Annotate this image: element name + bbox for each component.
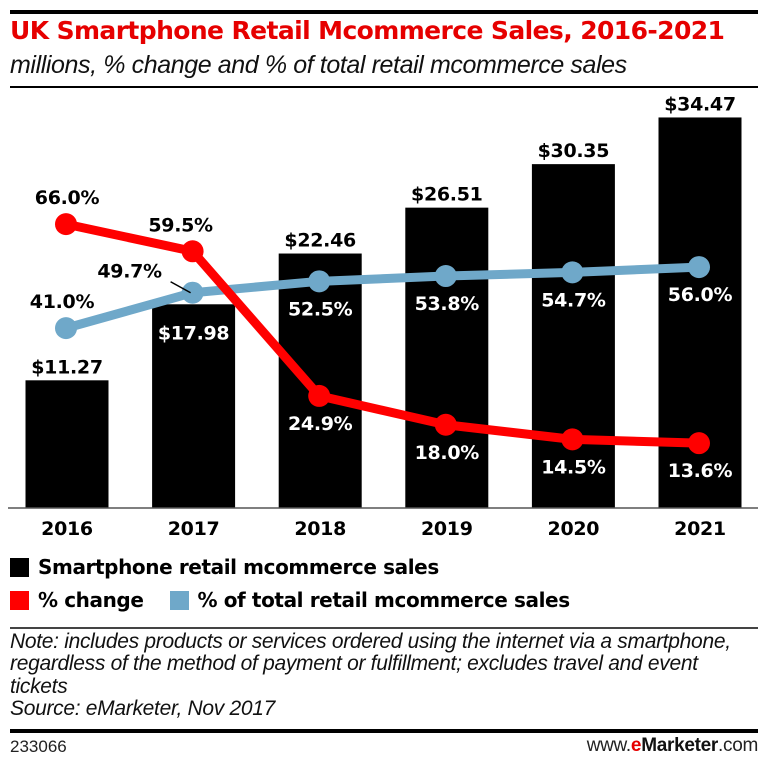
x-tick-2020: 2020 (548, 518, 600, 540)
pct-change-point-2019 (434, 413, 457, 436)
x-tick-2018: 2018 (294, 518, 346, 540)
bar-label-2021: $34.47 (664, 93, 736, 115)
header-rule (10, 86, 758, 88)
note-text: Note: includes products or services orde… (10, 630, 731, 698)
legend-row-2: % change % of total retail mcommerce sal… (10, 588, 570, 612)
bars-layer (25, 117, 742, 509)
bar-label-2017: $17.98 (158, 322, 230, 344)
pct-total-label-2017: 49.7% (97, 261, 162, 283)
bar-2019 (405, 207, 489, 508)
pct-total-label-2020: 54.7% (541, 289, 606, 311)
legend-swatch-bars (10, 557, 29, 577)
bar-2016 (25, 380, 109, 508)
chart-id: 233066 (10, 737, 67, 756)
legend-row-1: Smartphone retail mcommerce sales (10, 555, 439, 579)
combo-chart: $11.27 2016 $17.98 2017 $22.46 2018 $26.51 2019… (8, 93, 758, 540)
pct-total-point-2019 (434, 265, 457, 288)
pct-total-point-2016 (55, 317, 77, 340)
legend-swatch-pct-total (169, 590, 189, 610)
pct-total-point-2017 (181, 281, 204, 304)
labels-layer: $11.27 2016 $17.98 2017 $22.46 2018 $26.51 2019… (30, 93, 736, 540)
chart-subtitle: millions, % change and % of total retail… (10, 51, 627, 79)
pct-total-point-2018 (308, 270, 331, 293)
pct-total-label-2018: 52.5% (288, 298, 353, 320)
site-link[interactable]: www.eMarketer.com (586, 735, 759, 757)
pct-total-point-2020 (561, 261, 584, 284)
pct-change-label-2021: 13.6% (668, 460, 733, 482)
pct-total-label-2016: 41.0% (30, 291, 95, 313)
pct-total-leader-line (170, 281, 191, 294)
bar-label-2019: $26.51 (411, 184, 483, 206)
bar-2017 (152, 304, 236, 508)
pct-change-label-2017: 59.5% (148, 214, 213, 236)
x-tick-2019: 2019 (421, 518, 473, 540)
bar-label-2016: $11.27 (31, 356, 103, 378)
lines-layer (55, 213, 710, 455)
x-tick-2016: 2016 (41, 518, 93, 540)
site-prefix: www. (586, 735, 632, 756)
source-text: Source: eMarketer, Nov 2017 (10, 696, 276, 720)
pct-change-line (61, 219, 704, 448)
x-tick-2021: 2021 (674, 518, 726, 540)
pct-change-label-2018: 24.9% (288, 413, 353, 435)
pct-change-label-2016: 66.0% (35, 187, 100, 209)
pct-total-line (61, 262, 704, 333)
x-tick-2017: 2017 (168, 518, 220, 540)
pct-change-point-2016 (55, 213, 77, 236)
chart-title: UK Smartphone Retail Mcommerce Sales, 20… (10, 16, 725, 45)
legend-rule (10, 627, 758, 629)
pct-total-point-2021 (688, 256, 710, 279)
legend-label-pct-change: % change (38, 588, 144, 612)
site-brand-e: e (630, 735, 642, 756)
pct-change-label-2020: 14.5% (541, 456, 606, 478)
pct-change-point-2020 (561, 428, 584, 451)
pct-change-point-2021 (688, 432, 710, 455)
pct-change-label-2019: 18.0% (415, 442, 480, 464)
bar-2018 (278, 253, 362, 508)
site-suffix: .com (718, 735, 758, 756)
pct-total-label-2019: 53.8% (415, 293, 480, 315)
bar-label-2020: $30.35 (538, 140, 610, 162)
legend-label-bars: Smartphone retail mcommerce sales (38, 555, 439, 579)
bar-2020 (531, 164, 615, 508)
pct-change-point-2017 (181, 240, 204, 263)
pct-change-point-2018 (308, 384, 331, 407)
legend-label-pct-total: % of total retail mcommerce sales (197, 588, 571, 612)
footnote: Note: includes products or services orde… (10, 630, 760, 720)
footer-rule (10, 729, 758, 733)
bar-label-2018: $22.46 (284, 230, 356, 252)
pct-total-label-2021: 56.0% (668, 284, 733, 306)
site-brand: Marketer (641, 735, 719, 756)
legend-swatch-pct-change (10, 590, 29, 610)
top-rule (10, 10, 758, 14)
